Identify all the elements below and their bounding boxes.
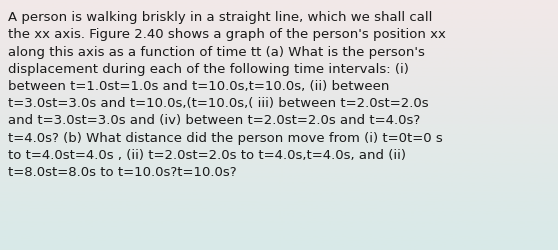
Text: A person is walking briskly in a straight line, which we shall call
the xx axis.: A person is walking briskly in a straigh… [8, 11, 446, 178]
